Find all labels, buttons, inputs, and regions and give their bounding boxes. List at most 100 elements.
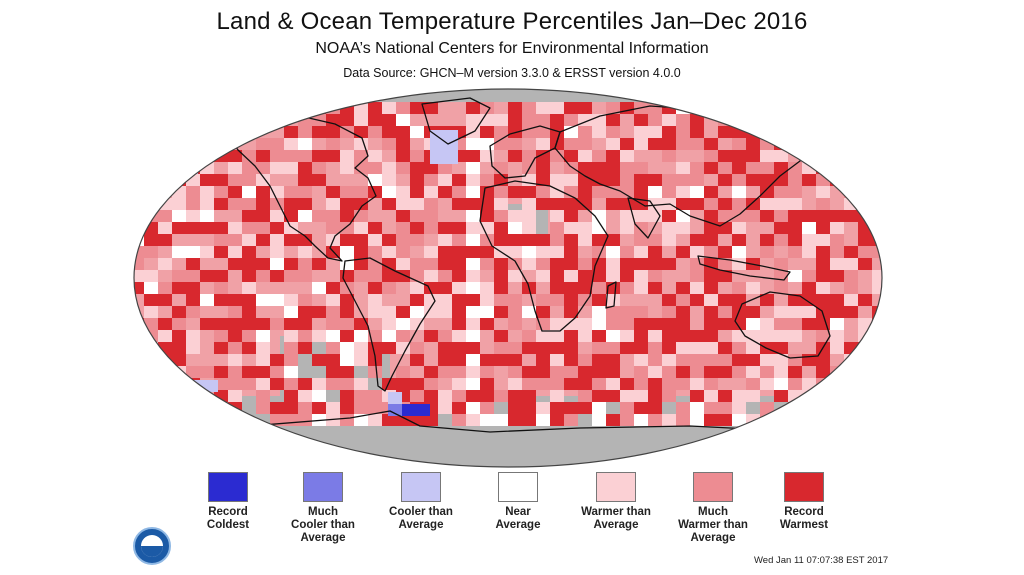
percentile-cell xyxy=(228,258,242,270)
percentile-cell xyxy=(284,138,298,150)
percentile-cell xyxy=(662,366,676,378)
percentile-cell xyxy=(242,210,256,222)
percentile-cell xyxy=(676,162,690,174)
percentile-cell xyxy=(354,198,368,210)
percentile-cell xyxy=(438,162,452,174)
percentile-cell xyxy=(662,150,676,162)
percentile-cell xyxy=(256,330,270,342)
percentile-cell xyxy=(648,330,662,342)
percentile-cell xyxy=(592,306,606,318)
percentile-cell xyxy=(466,378,480,390)
percentile-cell xyxy=(284,414,298,426)
percentile-cell xyxy=(354,186,368,198)
percentile-cell xyxy=(634,306,648,318)
percentile-cell xyxy=(480,402,494,414)
percentile-cell xyxy=(802,234,816,246)
percentile-cell xyxy=(578,270,592,282)
percentile-cell xyxy=(200,186,214,198)
percentile-cell xyxy=(788,210,802,222)
percentile-cell xyxy=(438,174,452,186)
percentile-cell xyxy=(788,234,802,246)
percentile-cell xyxy=(396,366,410,378)
percentile-cell xyxy=(508,378,522,390)
percentile-cell xyxy=(550,282,564,294)
percentile-cell xyxy=(242,306,256,318)
percentile-cell xyxy=(760,174,774,186)
legend-label: Much Cooler than Average xyxy=(291,506,355,544)
legend-near-average: Near Average xyxy=(463,472,573,532)
percentile-cell xyxy=(816,282,830,294)
percentile-cell xyxy=(662,306,676,318)
percentile-cell xyxy=(256,162,270,174)
percentile-cell xyxy=(620,150,634,162)
percentile-cell xyxy=(284,222,298,234)
percentile-cell xyxy=(382,282,396,294)
percentile-cell xyxy=(354,342,368,354)
percentile-cell xyxy=(134,282,144,294)
percentile-cell xyxy=(732,258,746,270)
percentile-cell xyxy=(214,234,228,246)
percentile-cell xyxy=(452,270,466,282)
percentile-cell xyxy=(648,174,662,186)
percentile-cell xyxy=(508,390,522,402)
percentile-cell xyxy=(242,294,256,306)
percentile-cell xyxy=(634,114,648,126)
percentile-cell xyxy=(424,174,438,186)
percentile-cell xyxy=(228,150,242,162)
percentile-cell xyxy=(494,282,508,294)
percentile-cell xyxy=(270,294,284,306)
greenland-outline xyxy=(421,97,491,145)
percentile-cell xyxy=(690,246,704,258)
percentile-cell xyxy=(858,102,872,114)
percentile-cell xyxy=(326,198,340,210)
percentile-cell xyxy=(522,342,536,354)
percentile-cell xyxy=(480,378,494,390)
percentile-cell xyxy=(662,126,676,138)
percentile-cell xyxy=(508,138,522,150)
percentile-cell xyxy=(732,282,746,294)
percentile-cell xyxy=(872,162,882,174)
percentile-cell xyxy=(718,414,732,426)
percentile-cell xyxy=(424,222,438,234)
percentile-cell xyxy=(284,126,298,138)
percentile-cell xyxy=(410,342,424,354)
percentile-cell xyxy=(242,222,256,234)
percentile-cell xyxy=(690,270,704,282)
percentile-cell xyxy=(200,294,214,306)
percentile-cell xyxy=(340,342,354,354)
percentile-cell xyxy=(298,270,312,282)
percentile-cell xyxy=(410,378,424,390)
percentile-cell xyxy=(802,222,816,234)
percentile-cell xyxy=(676,414,690,426)
percentile-cell xyxy=(634,318,648,330)
percentile-cell xyxy=(662,210,676,222)
percentile-cell xyxy=(340,150,354,162)
percentile-cell xyxy=(410,390,424,402)
percentile-cell xyxy=(550,366,564,378)
percentile-cell xyxy=(452,246,466,258)
percentile-cell xyxy=(830,222,844,234)
percentile-cell xyxy=(410,258,424,270)
percentile-cell xyxy=(144,234,158,246)
percentile-cell xyxy=(284,366,298,378)
percentile-cell xyxy=(340,258,354,270)
percentile-cell xyxy=(578,138,592,150)
percentile-cell xyxy=(844,294,858,306)
percentile-cell xyxy=(564,306,578,318)
percentile-cell xyxy=(872,270,882,282)
percentile-cell xyxy=(564,162,578,174)
legend-label: Cooler than Average xyxy=(389,506,453,531)
percentile-cell xyxy=(368,402,382,414)
percentile-cell xyxy=(704,378,718,390)
percentile-cell xyxy=(872,198,882,210)
percentile-cell xyxy=(396,222,410,234)
percentile-cell xyxy=(662,258,676,270)
percentile-cell xyxy=(200,402,214,414)
percentile-cell xyxy=(172,306,186,318)
percentile-cell xyxy=(592,114,606,126)
percentile-cell xyxy=(760,366,774,378)
percentile-cell xyxy=(326,210,340,222)
percentile-cell xyxy=(410,354,424,366)
percentile-cell xyxy=(774,318,788,330)
percentile-cell xyxy=(690,390,704,402)
